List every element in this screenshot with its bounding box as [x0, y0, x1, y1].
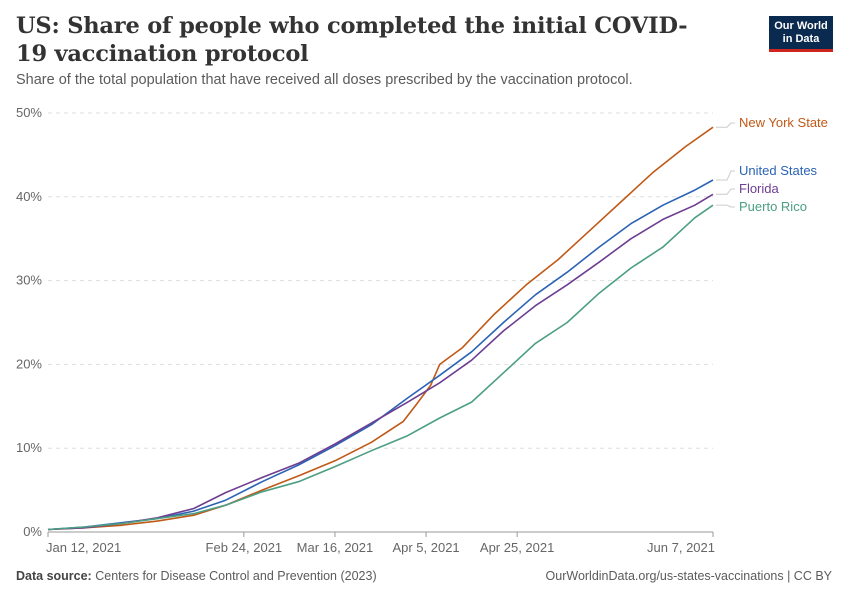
series-label-puerto-rico[interactable]: Puerto Rico: [739, 199, 807, 214]
x-tick-label: Apr 5, 2021: [392, 540, 459, 555]
label-connector: [716, 170, 735, 181]
y-tick-label: 30%: [16, 273, 42, 288]
label-connector: [716, 122, 735, 128]
gridlines: [48, 112, 713, 533]
source-url[interactable]: OurWorldinData.org/us-states-vaccination…: [545, 569, 832, 583]
series-line-florida[interactable]: [47, 193, 714, 531]
y-tick-label: 20%: [16, 356, 42, 371]
series-line-new-york-state[interactable]: [47, 126, 714, 531]
x-tick-label: Mar 16, 2021: [297, 540, 374, 555]
y-tick-label: 40%: [16, 189, 42, 204]
series-label-new-york-state[interactable]: New York State: [739, 115, 828, 130]
label-connector: [716, 204, 735, 208]
y-tick-label: 50%: [16, 105, 42, 120]
label-connector: [716, 188, 735, 195]
source-text: Centers for Disease Control and Preventi…: [95, 569, 377, 583]
series-lines: [47, 126, 714, 531]
series-label-united-states[interactable]: United States: [739, 163, 818, 178]
axis-ticks: 0% 10% 20% 30% 40% 50% Jan 12, 2021 Feb 24, 202…: [16, 105, 715, 555]
series-line-united-states[interactable]: [47, 179, 714, 531]
x-tick-label: Jan 12, 2021: [46, 540, 121, 555]
series-line-puerto-rico[interactable]: [47, 204, 714, 531]
x-tick-label: Feb 24, 2021: [206, 540, 283, 555]
owid-logo[interactable]: Our World in Data: [769, 16, 833, 52]
series-labels: New York State United States Florida Puerto…: [716, 115, 828, 214]
y-tick-label: 10%: [16, 440, 42, 455]
logo-line-1: Our World: [774, 20, 828, 32]
source-label: Data source:: [16, 569, 92, 583]
y-tick-label: 0%: [23, 524, 42, 539]
data-source: Data source: Centers for Disease Control…: [16, 569, 377, 583]
series-label-florida[interactable]: Florida: [739, 181, 780, 196]
x-tick-label: Jun 7, 2021: [647, 540, 715, 555]
logo-line-2: in Data: [782, 33, 820, 45]
chart-title: US: Share of people who completed the in…: [16, 13, 688, 67]
x-tick-label: Apr 25, 2021: [480, 540, 554, 555]
chart-subtitle: Share of the total population that have …: [16, 72, 633, 88]
